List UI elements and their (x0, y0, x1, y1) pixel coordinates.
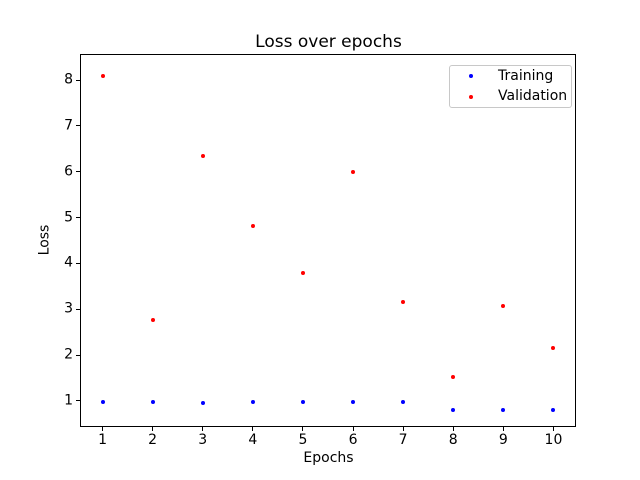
training-marker-icon (469, 74, 473, 79)
x-tick-label-5: 5 (298, 432, 308, 448)
x-tick-label-3: 3 (198, 432, 208, 448)
validation-data-point (451, 375, 456, 380)
y-tick-label-8: 8 (64, 71, 73, 88)
validation-data-point (150, 317, 155, 322)
training-data-point (200, 400, 205, 405)
legend-label-training: Training (498, 67, 554, 84)
y-tick-mark (76, 171, 80, 173)
x-tick-mark (152, 427, 154, 431)
chart-title: Loss over epochs (255, 32, 402, 52)
y-tick-mark (76, 354, 80, 356)
x-tick-mark (302, 427, 304, 431)
validation-data-point (300, 271, 305, 276)
validation-data-point (501, 303, 506, 308)
training-data-point (501, 408, 506, 413)
training-data-point (401, 399, 406, 404)
training-data-point (551, 408, 556, 413)
y-tick-mark (76, 79, 80, 81)
legend-entry-validation: Validation (450, 87, 571, 108)
y-tick-label-6: 6 (64, 163, 73, 180)
validation-data-point (401, 300, 406, 305)
y-tick-mark (76, 217, 80, 219)
training-data-point (250, 399, 255, 404)
x-tick-label-6: 6 (348, 432, 358, 448)
validation-data-point (100, 73, 105, 78)
x-tick-mark (402, 427, 404, 431)
y-tick-mark (76, 308, 80, 310)
x-tick-mark (552, 427, 554, 431)
training-data-point (300, 400, 305, 405)
training-data-point (451, 408, 456, 413)
y-tick-label-1: 1 (64, 392, 73, 409)
y-tick-label-4: 4 (64, 254, 73, 271)
validation-marker-icon (469, 94, 473, 99)
x-tick-mark (252, 427, 254, 431)
x-tick-mark (202, 427, 204, 431)
y-tick-label-7: 7 (64, 117, 73, 134)
validation-data-point (551, 346, 556, 351)
x-tick-label-10: 10 (544, 432, 563, 448)
training-data-point (150, 399, 155, 404)
x-tick-label-2: 2 (148, 432, 158, 448)
y-axis-label: Loss (36, 224, 53, 256)
x-tick-mark (502, 427, 504, 431)
validation-data-point (351, 169, 356, 174)
x-tick-label-7: 7 (398, 432, 408, 448)
legend-label-validation: Validation (498, 88, 568, 105)
validation-data-point (250, 224, 255, 229)
x-tick-mark (102, 427, 104, 431)
y-tick-label-2: 2 (64, 346, 73, 363)
training-data-point (351, 400, 356, 405)
x-tick-label-8: 8 (448, 432, 458, 448)
y-tick-label-5: 5 (64, 209, 73, 226)
x-tick-mark (452, 427, 454, 431)
x-tick-label-4: 4 (248, 432, 258, 448)
y-tick-mark (76, 125, 80, 127)
legend: Training Validation (449, 65, 572, 108)
x-tick-label-9: 9 (498, 432, 508, 448)
x-axis-label: Epochs (303, 450, 354, 466)
axes-frame (80, 54, 576, 427)
y-tick-mark (76, 262, 80, 264)
training-data-point (100, 399, 105, 404)
x-tick-label-1: 1 (98, 432, 107, 448)
legend-entry-training: Training (450, 66, 571, 87)
x-tick-mark (352, 427, 354, 431)
y-tick-label-3: 3 (64, 300, 73, 317)
y-tick-mark (76, 400, 80, 402)
validation-data-point (200, 153, 205, 158)
